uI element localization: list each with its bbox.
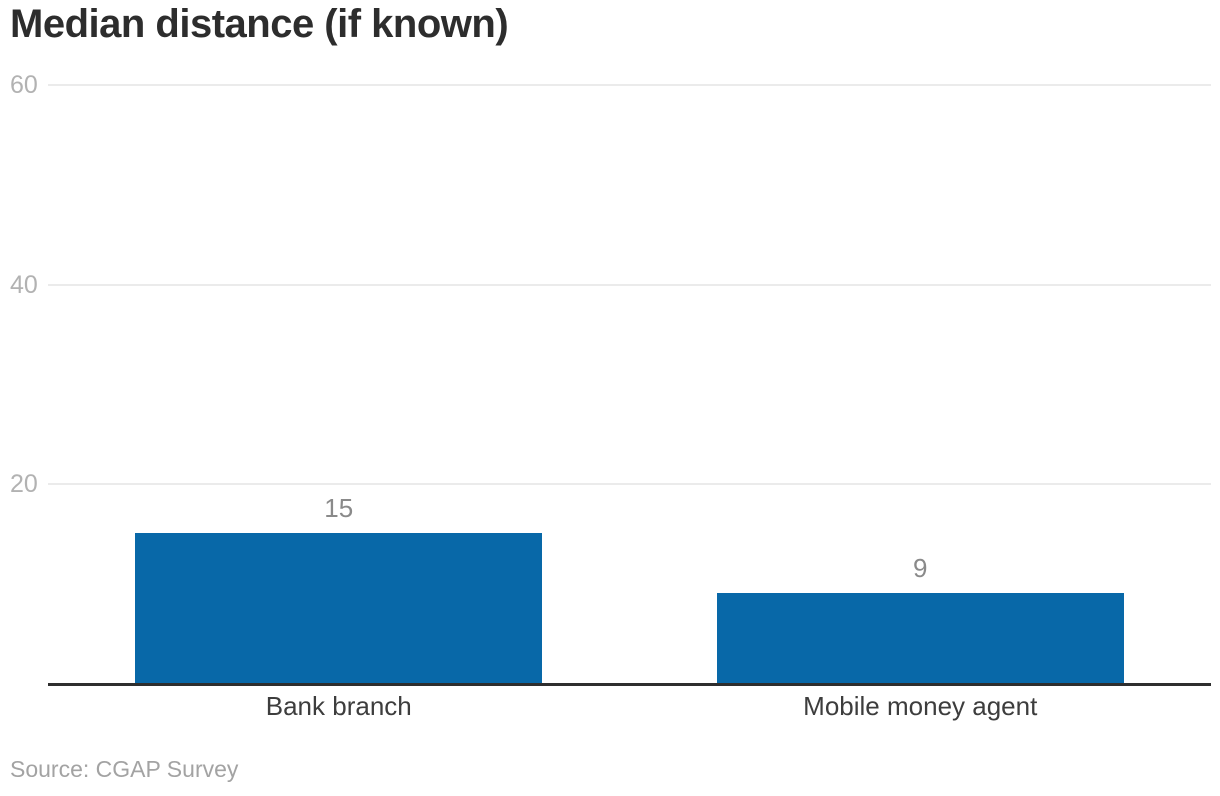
source-note: Source: CGAP Survey: [10, 756, 239, 782]
category-label: Mobile money agent: [803, 691, 1038, 721]
value-label: 15: [324, 493, 354, 524]
x-axis-labels: Bank branch Mobile money agent: [48, 691, 1211, 723]
plot-area: 15 9: [48, 84, 1211, 683]
value-label: 9: [913, 553, 928, 584]
bar-band: 15: [48, 84, 630, 683]
gridline: [48, 84, 1211, 86]
y-tick-label: 60: [10, 71, 38, 99]
gridline: [48, 483, 1211, 486]
bar-band: 9: [630, 84, 1212, 683]
chart-title: Median distance (if known): [10, 2, 509, 46]
gridline: [48, 283, 1211, 286]
y-tick-label: 40: [10, 270, 38, 299]
bar-mobile-money-agent[interactable]: [716, 593, 1124, 683]
bar-bank-branch[interactable]: [135, 533, 543, 683]
y-tick-label: 20: [10, 470, 38, 499]
x-axis-line: [48, 683, 1211, 686]
category-label: Bank branch: [265, 691, 412, 721]
